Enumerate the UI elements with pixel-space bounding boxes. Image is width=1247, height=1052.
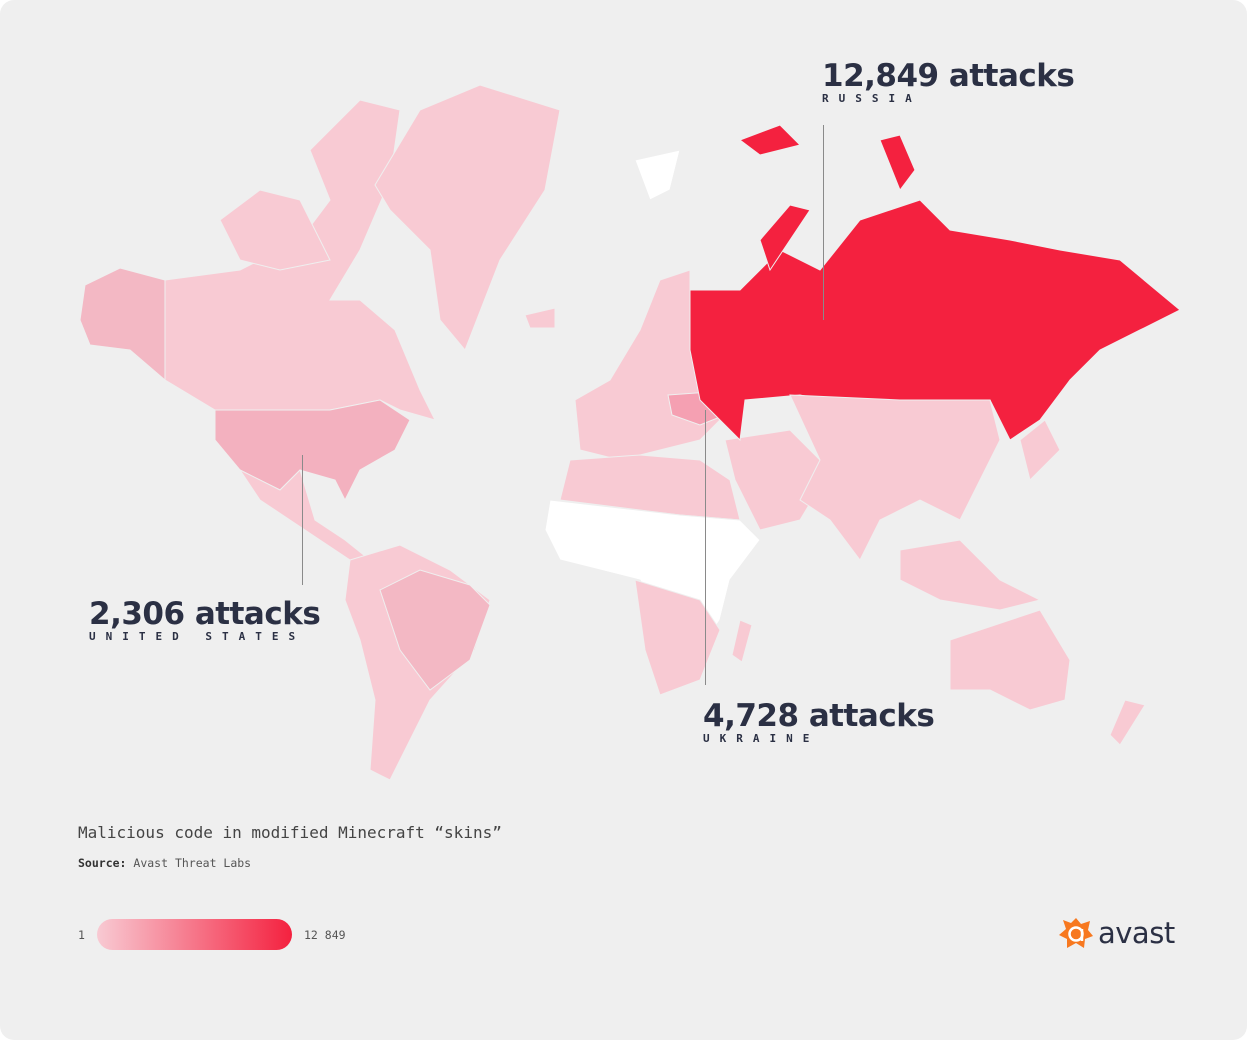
region-southern-africa — [634, 579, 721, 696]
callout-value: 4,728 attacks — [703, 698, 935, 734]
region-brazil — [379, 569, 491, 691]
region-southeast-asia — [899, 539, 1042, 611]
source-label: Source: — [78, 856, 127, 870]
region-greenland — [374, 84, 561, 351]
callout-country: UKRAINE — [703, 732, 820, 745]
callout-value: 2,306 attacks — [89, 596, 321, 632]
region-new-zealand — [1109, 699, 1146, 746]
callout-russia: 12,849 attacks RUSSIA — [822, 58, 1075, 105]
region-middle-east — [724, 429, 831, 531]
avast-logo-icon — [1059, 918, 1093, 948]
region-madagascar — [731, 619, 753, 663]
region-russia — [689, 199, 1181, 442]
avast-logo-text: avast — [1098, 916, 1175, 950]
region-japan — [1019, 419, 1061, 481]
map-title: Malicious code in modified Minecraft “sk… — [78, 823, 502, 842]
callout-country: UNITED STATES — [89, 630, 306, 643]
legend-max: 12 849 — [304, 928, 346, 942]
region-australia — [949, 609, 1071, 711]
usa-leader-line — [302, 455, 303, 585]
region-alaska — [79, 267, 166, 382]
avast-logo: avast — [1058, 915, 1175, 951]
callout-country: RUSSIA — [822, 92, 922, 105]
legend-gradient-bar — [97, 919, 292, 950]
region-russia-islands — [738, 124, 916, 272]
region-arctic-islands — [219, 189, 331, 271]
callout-value: 12,849 attacks — [822, 58, 1075, 94]
region-iceland — [524, 307, 556, 329]
region-svalbard-no-data — [634, 149, 681, 201]
legend-min: 1 — [78, 928, 85, 942]
region-asia — [789, 394, 1001, 561]
russia-leader-line — [823, 125, 824, 320]
region-usa — [214, 399, 411, 502]
source-line: Source: Avast Threat Labs — [78, 856, 251, 870]
callout-united-states: 2,306 attacks UNITED STATES — [89, 596, 321, 643]
ukraine-leader-line — [705, 410, 706, 685]
callout-ukraine: 4,728 attacks UKRAINE — [703, 698, 935, 745]
source-value: Avast Threat Labs — [133, 856, 252, 870]
